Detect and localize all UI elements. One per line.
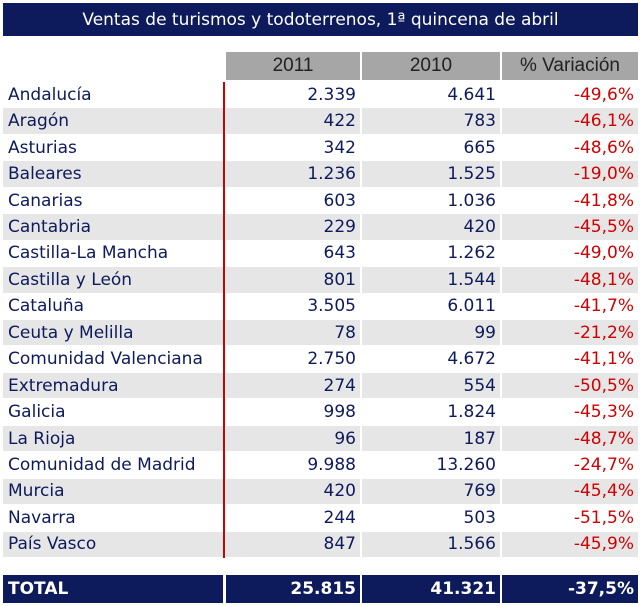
sales-cell: 1.566 (362, 531, 500, 558)
region-name: Baleares (3, 161, 223, 187)
table-title: Ventas de turismos y todoterrenos, 1ª qu… (3, 3, 638, 36)
region-name: Andalucía (3, 82, 223, 108)
region-name: Galicia (3, 399, 223, 425)
variation-cell: -51,5% (502, 505, 638, 531)
sales-cell: 1.236 (226, 161, 360, 187)
sales-cell: 187 (362, 425, 500, 452)
region-name: La Rioja (3, 425, 223, 452)
region-name: Navarra (3, 505, 223, 531)
region-name: Ceuta y Melilla (3, 320, 223, 346)
variation-cell: -45,3% (502, 399, 638, 425)
region-name: País Vasco (3, 531, 223, 558)
total-cell: TOTAL (3, 575, 223, 603)
sales-cell: 1.544 (362, 267, 500, 293)
sales-cell: 1.262 (362, 240, 500, 267)
sales-cell: 9.988 (226, 452, 360, 478)
sales-cell: 1.525 (362, 161, 500, 187)
sales-cell: 4.641 (362, 82, 500, 108)
sales-cell: 420 (362, 214, 500, 240)
region-name: Asturias (3, 134, 223, 161)
sales-cell: 342 (226, 134, 360, 161)
sales-cell: 96 (226, 425, 360, 452)
variation-cell: -21,2% (502, 320, 638, 346)
sales-cell: 420 (226, 478, 360, 505)
sales-cell: 6.011 (362, 293, 500, 320)
total-cell: -37,5% (502, 575, 638, 603)
region-name: Comunidad de Madrid (3, 452, 223, 478)
variation-cell: -50,5% (502, 372, 638, 399)
variation-cell: -41,8% (502, 187, 638, 214)
sales-cell: 847 (226, 531, 360, 558)
region-name: Canarias (3, 187, 223, 214)
variation-cell: -45,9% (502, 531, 638, 558)
sales-cell: 801 (226, 267, 360, 293)
variation-cell: -46,1% (502, 108, 638, 134)
sales-cell: 2.339 (226, 82, 360, 108)
column-header: % Variación (502, 52, 638, 80)
region-name: Aragón (3, 108, 223, 134)
sales-cell: 643 (226, 240, 360, 267)
variation-cell: -45,4% (502, 478, 638, 505)
variation-cell: -48,6% (502, 134, 638, 161)
variation-cell: -41,7% (502, 293, 638, 320)
variation-cell: -49,6% (502, 82, 638, 108)
variation-cell: -49,0% (502, 240, 638, 267)
column-header: 2010 (362, 52, 500, 80)
region-name: Castilla-La Mancha (3, 240, 223, 267)
sales-cell: 3.505 (226, 293, 360, 320)
region-name: Cataluña (3, 293, 223, 320)
variation-cell: -48,7% (502, 425, 638, 452)
variation-cell: -19,0% (502, 161, 638, 187)
sales-cell: 503 (362, 505, 500, 531)
sales-cell: 99 (362, 320, 500, 346)
region-name: Murcia (3, 478, 223, 505)
separator-line (223, 82, 225, 558)
sales-cell: 998 (226, 399, 360, 425)
sales-cell: 2.750 (226, 346, 360, 372)
sales-cell: 78 (226, 320, 360, 346)
sales-cell: 554 (362, 372, 500, 399)
variation-cell: -41,1% (502, 346, 638, 372)
sales-cell: 4.672 (362, 346, 500, 372)
sales-cell: 1.036 (362, 187, 500, 214)
region-name: Cantabria (3, 214, 223, 240)
sales-cell: 13.260 (362, 452, 500, 478)
variation-cell: -48,1% (502, 267, 638, 293)
sales-cell: 769 (362, 478, 500, 505)
region-name: Castilla y León (3, 267, 223, 293)
sales-cell: 603 (226, 187, 360, 214)
variation-cell: -45,5% (502, 214, 638, 240)
sales-cell: 1.824 (362, 399, 500, 425)
sales-cell: 422 (226, 108, 360, 134)
sales-cell: 665 (362, 134, 500, 161)
column-header: 2011 (226, 52, 360, 80)
total-cell: 41.321 (362, 575, 500, 603)
sales-cell: 229 (226, 214, 360, 240)
sales-cell: 783 (362, 108, 500, 134)
sales-cell: 274 (226, 372, 360, 399)
sales-cell: 244 (226, 505, 360, 531)
total-cell: 25.815 (226, 575, 360, 603)
variation-cell: -24,7% (502, 452, 638, 478)
region-name: Comunidad Valenciana (3, 346, 223, 372)
region-name: Extremadura (3, 372, 223, 399)
